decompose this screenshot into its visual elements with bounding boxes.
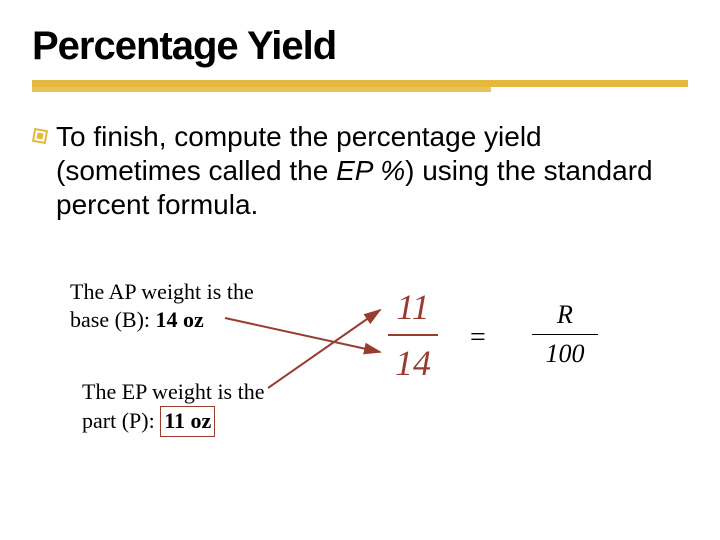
- fraction-right: R 100: [510, 300, 620, 369]
- fraction-right-denominator: 100: [510, 339, 620, 369]
- note-ep: The EP weight is the part (P): 11 oz: [82, 378, 342, 437]
- note-ap-line2-pre: base (B):: [70, 307, 156, 332]
- body-paragraph: To finish, compute the percentage yield …: [56, 120, 676, 222]
- note-ap-value: 14 oz: [156, 307, 204, 332]
- fraction-left-denominator: 14: [378, 342, 448, 384]
- equals-sign: =: [470, 322, 486, 354]
- note-ep-line1: The EP weight is the: [82, 379, 265, 404]
- fraction-right-numerator: R: [510, 300, 620, 330]
- note-ap: The AP weight is the base (B): 14 oz: [70, 278, 330, 334]
- fraction-left-bar: [388, 334, 438, 336]
- note-ep-value-boxed: 11 oz: [160, 406, 215, 437]
- fraction-left-numerator: 11: [378, 286, 448, 328]
- bullet-icon: [30, 126, 50, 146]
- body-em: EP %: [336, 155, 405, 186]
- fraction-left: 11 14: [378, 286, 448, 384]
- note-ap-line1: The AP weight is the: [70, 279, 254, 304]
- slide-title: Percentage Yield: [32, 24, 336, 69]
- fraction-right-bar: [532, 334, 598, 335]
- title-underline: [32, 80, 688, 94]
- note-ep-line2-pre: part (P):: [82, 408, 160, 433]
